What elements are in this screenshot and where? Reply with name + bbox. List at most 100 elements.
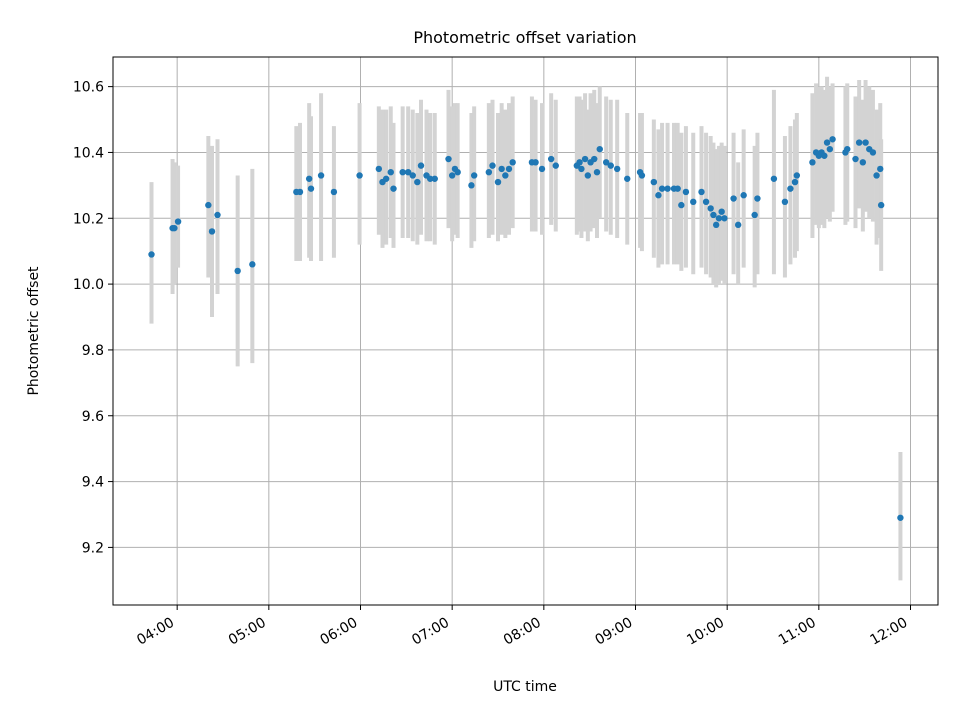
- data-point: [509, 159, 516, 166]
- data-point: [532, 159, 539, 166]
- data-point: [576, 159, 583, 166]
- data-point: [821, 152, 828, 159]
- data-point: [852, 155, 859, 163]
- data-point: [356, 172, 363, 179]
- data-point: [638, 172, 646, 179]
- data-point: [593, 168, 601, 176]
- data-point: [417, 162, 425, 169]
- data-points: [148, 136, 904, 521]
- data-point: [317, 172, 325, 179]
- data-point: [431, 175, 438, 182]
- data-point: [740, 192, 747, 199]
- data-point: [445, 155, 452, 163]
- data-point: [877, 201, 885, 209]
- data-point: [770, 175, 778, 182]
- data-point: [234, 267, 241, 275]
- data-point: [664, 185, 671, 192]
- data-point: [678, 201, 685, 209]
- data-point: [552, 162, 559, 169]
- y-tick-label: 9.6: [82, 409, 104, 425]
- data-point: [862, 139, 869, 146]
- data-point: [538, 165, 546, 173]
- y-axis-label: Photometric offset: [26, 266, 42, 396]
- data-point: [698, 188, 705, 196]
- data-point: [710, 211, 717, 219]
- data-point: [855, 139, 863, 146]
- data-point: [702, 198, 710, 206]
- data-point: [791, 178, 799, 186]
- y-tick-label: 10.4: [73, 145, 104, 161]
- data-point: [650, 178, 658, 186]
- data-point: [793, 172, 801, 179]
- data-point: [498, 165, 505, 173]
- data-point: [712, 221, 720, 229]
- data-point: [404, 168, 412, 176]
- x-axis-label: UTC time: [493, 679, 557, 695]
- data-point: [375, 165, 383, 173]
- data-point: [409, 172, 416, 179]
- data-point: [682, 188, 690, 196]
- data-point: [382, 175, 390, 182]
- y-axis-ticks: 9.2 9.4 9.6 9.8 10.0 10.2 10.4 10.6: [73, 80, 113, 556]
- data-point: [823, 139, 831, 146]
- data-point: [387, 168, 394, 176]
- chart-title: Photometric offset variation: [413, 28, 636, 47]
- data-point: [148, 251, 155, 258]
- y-tick-label: 10.6: [73, 80, 104, 96]
- data-point: [330, 188, 338, 196]
- data-point: [489, 162, 496, 169]
- y-tick-label: 9.8: [82, 343, 104, 359]
- data-point: [715, 215, 723, 222]
- data-point: [707, 205, 714, 212]
- data-point: [897, 514, 904, 521]
- data-point: [584, 172, 592, 179]
- data-point: [787, 185, 794, 192]
- data-point: [249, 261, 256, 268]
- data-point: [869, 149, 877, 156]
- data-point: [296, 188, 304, 196]
- data-point: [721, 215, 728, 222]
- data-point: [658, 185, 666, 192]
- data-point: [581, 155, 589, 163]
- data-point: [734, 221, 742, 229]
- data-point: [613, 165, 621, 173]
- data-point: [809, 159, 816, 166]
- data-point: [751, 211, 758, 219]
- data-point: [205, 201, 212, 209]
- data-point: [607, 162, 614, 169]
- data-point: [781, 198, 789, 206]
- data-point: [873, 172, 880, 179]
- data-point: [505, 165, 513, 173]
- data-point: [494, 178, 502, 186]
- data-point: [730, 195, 737, 202]
- data-point: [470, 172, 478, 179]
- axes-frame: [112, 56, 939, 606]
- data-point: [174, 218, 182, 225]
- data-point: [426, 175, 434, 182]
- data-point: [390, 185, 397, 192]
- y-tick-label: 9.4: [82, 475, 104, 491]
- data-point: [754, 195, 761, 202]
- y-tick-label: 9.2: [82, 540, 104, 556]
- data-point: [578, 165, 585, 173]
- data-point: [826, 145, 834, 153]
- data-point: [414, 178, 421, 186]
- data-point: [208, 228, 216, 235]
- data-point: [502, 172, 509, 179]
- data-point: [399, 168, 406, 176]
- data-point: [596, 145, 603, 153]
- data-point: [602, 159, 610, 166]
- data-point: [468, 182, 475, 189]
- data-point: [454, 168, 461, 176]
- data-point: [547, 155, 555, 163]
- data-point: [591, 155, 598, 163]
- data-point: [655, 192, 662, 199]
- data-point: [214, 211, 221, 219]
- data-point: [448, 172, 456, 179]
- data-point: [307, 185, 315, 192]
- data-point: [674, 185, 681, 192]
- data-point: [171, 224, 178, 232]
